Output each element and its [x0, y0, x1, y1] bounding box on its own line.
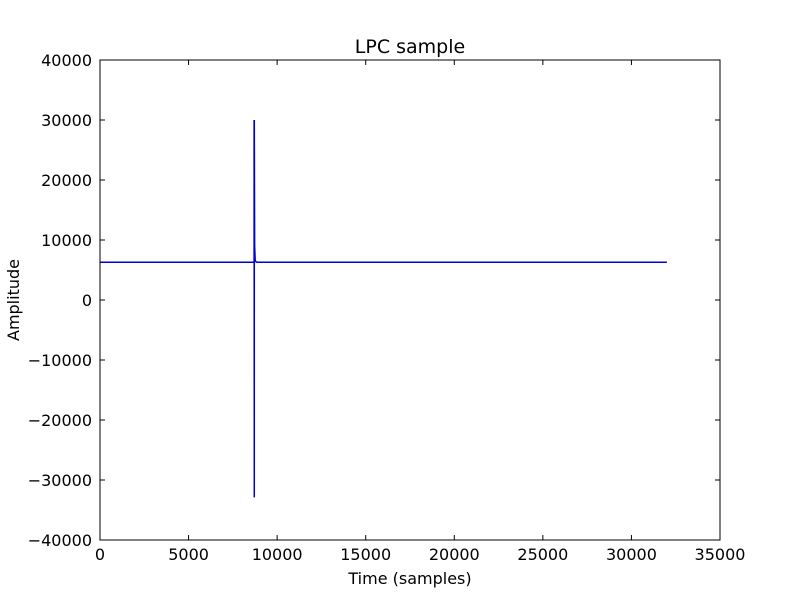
plot-area	[100, 60, 720, 540]
y-tick-label: −40000	[28, 531, 92, 550]
y-tick-label: 0	[82, 291, 92, 310]
y-tick-label: −30000	[28, 471, 92, 490]
x-tick-label: 25000	[517, 545, 568, 564]
y-tick-label: 20000	[41, 171, 92, 190]
y-tick-label: −20000	[28, 411, 92, 430]
x-tick-label: 5000	[168, 545, 209, 564]
y-tick-label: 30000	[41, 111, 92, 130]
x-tick-label: 20000	[429, 545, 480, 564]
y-axis-label: Amplitude	[4, 259, 23, 341]
y-tick-label: −10000	[28, 351, 92, 370]
x-tick-label: 0	[95, 545, 105, 564]
x-axis-label: Time (samples)	[347, 569, 471, 588]
x-tick-label: 30000	[606, 545, 657, 564]
x-tick-label: 35000	[695, 545, 746, 564]
y-tick-label: 10000	[41, 231, 92, 250]
series-layer	[100, 119, 667, 498]
y-tick-label: 40000	[41, 51, 92, 70]
x-tick-label: 10000	[252, 545, 303, 564]
chart-title: LPC sample	[355, 36, 465, 58]
x-tick-label: 15000	[340, 545, 391, 564]
series-line-0	[100, 119, 667, 498]
tick-label-layer: 0 5000 10000 15000 20000 25000 30000 35000 40000…	[28, 51, 746, 564]
plot-frame	[99, 59, 721, 541]
